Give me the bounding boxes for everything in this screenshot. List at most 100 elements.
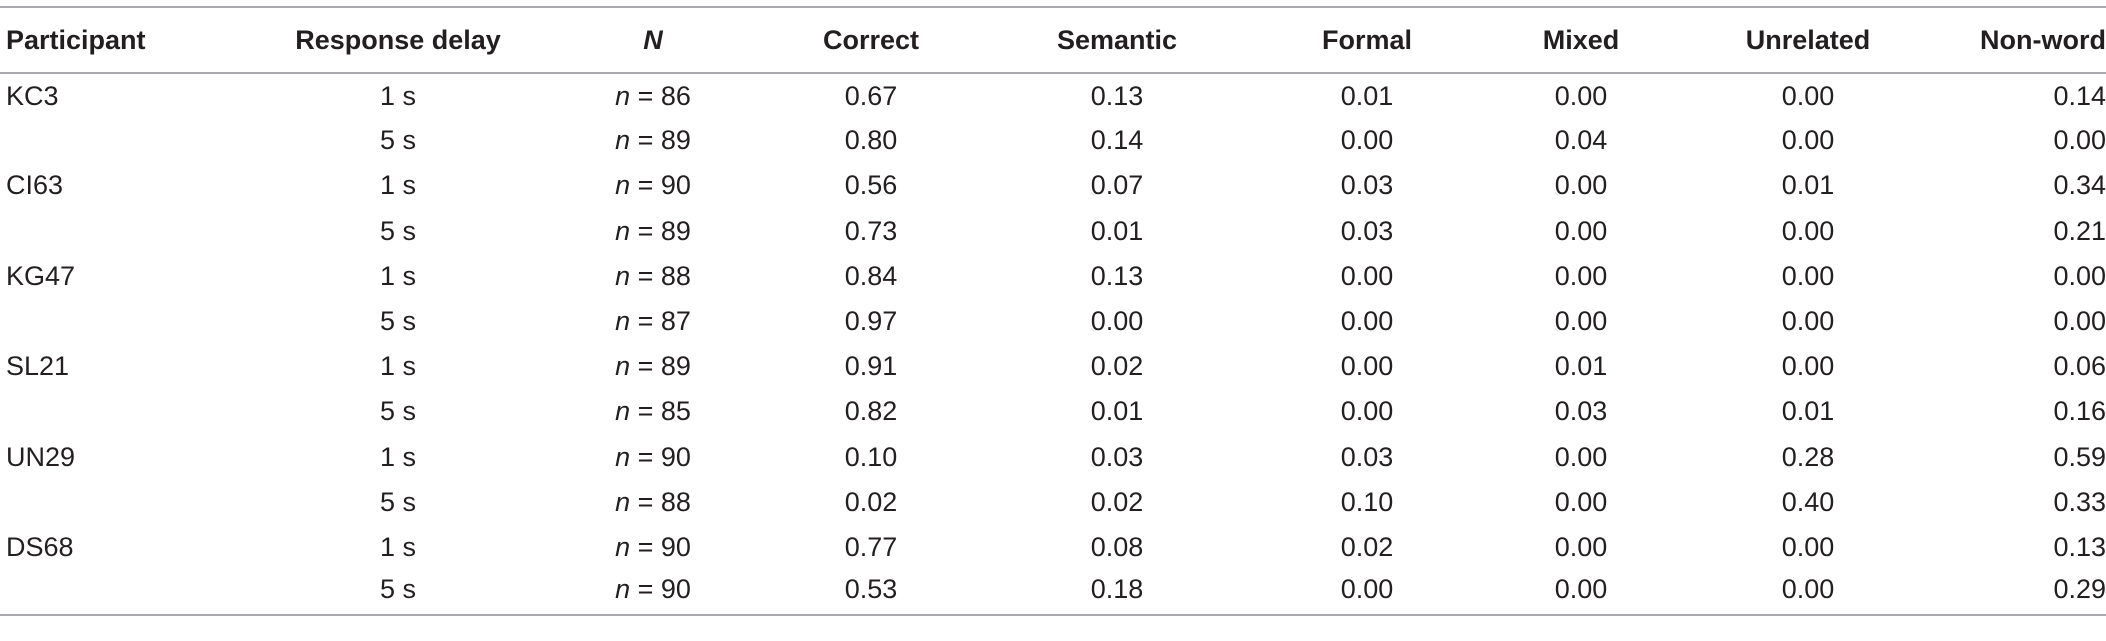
table-row: KC3 1 s n = 86 0.67 0.13 0.01 0.00 0.00 0.14 — [0, 73, 2106, 118]
cell-response-delay: 5 s — [379, 396, 417, 427]
header-response-delay: Response delay — [250, 6, 546, 74]
cell-formal: 0.00 — [1340, 396, 1394, 427]
cell-correct: 0.73 — [844, 215, 898, 246]
header-n: N — [546, 6, 760, 74]
cell-unrelated: 0.00 — [1781, 80, 1835, 111]
cell-semantic: 0.03 — [1090, 441, 1144, 472]
cell-formal: 0.03 — [1340, 170, 1394, 201]
cell-non-word: 0.13 — [2053, 531, 2106, 562]
n-symbol: n — [615, 531, 631, 562]
cell-participant — [0, 299, 250, 344]
cell-participant: CI63 — [6, 170, 64, 201]
header-row: Participant Response delay N Correct Sem… — [0, 6, 2106, 74]
cell-n: n = 88 — [546, 480, 760, 525]
cell-formal: 0.10 — [1340, 486, 1394, 517]
header-unrelated: Unrelated — [1680, 6, 1936, 74]
cell-semantic: 0.01 — [1090, 396, 1144, 427]
cell-unrelated: 0.00 — [1680, 570, 1936, 617]
cell-unrelated: 0.00 — [1781, 531, 1835, 562]
cell-semantic: 0.01 — [1090, 215, 1144, 246]
header-mixed: Mixed — [1482, 6, 1680, 74]
n-equals: = — [630, 80, 661, 111]
cell-correct: 0.82 — [844, 396, 898, 427]
n-equals: = — [630, 396, 661, 427]
results-table: Participant Response delay N Correct Sem… — [0, 6, 2106, 617]
cell-non-word: 0.06 — [2053, 351, 2106, 382]
table-row: 5 s n = 87 0.97 0.00 0.00 0.00 0.00 0.00 — [0, 299, 2106, 344]
header-formal: Formal — [1252, 6, 1482, 74]
cell-mixed: 0.00 — [1482, 570, 1680, 617]
cell-correct: 0.97 — [844, 306, 898, 337]
cell-correct: 0.02 — [844, 486, 898, 517]
cell-n: n = 86 — [546, 73, 760, 118]
n-symbol: n — [615, 441, 631, 472]
cell-semantic: 0.13 — [1090, 260, 1144, 291]
header-semantic: Semantic — [982, 6, 1252, 74]
cell-n: n = 90 — [546, 163, 760, 208]
cell-correct: 0.84 — [844, 260, 898, 291]
header-participant: Participant — [0, 6, 250, 74]
cell-response-delay: 5 s — [379, 306, 417, 337]
cell-non-word: 0.00 — [2053, 306, 2106, 337]
cell-correct: 0.67 — [844, 80, 898, 111]
cell-mixed: 0.03 — [1554, 396, 1608, 427]
cell-semantic: 0.02 — [1090, 486, 1144, 517]
header-non-word: Non-word — [1936, 6, 2106, 74]
cell-mixed: 0.00 — [1554, 215, 1608, 246]
n-value: 85 — [660, 396, 691, 427]
n-value: 89 — [660, 351, 691, 382]
n-value: 89 — [660, 125, 691, 156]
n-equals: = — [630, 306, 661, 337]
cell-participant — [0, 118, 250, 163]
cell-semantic: 0.07 — [1090, 170, 1144, 201]
n-equals: = — [630, 573, 661, 604]
n-equals: = — [630, 170, 661, 201]
n-equals: = — [630, 215, 661, 246]
n-symbol: n — [615, 125, 631, 156]
n-symbol: n — [615, 80, 631, 111]
n-symbol: n — [615, 396, 631, 427]
cell-semantic: 0.00 — [1090, 306, 1144, 337]
cell-formal: 0.00 — [1340, 351, 1394, 382]
cell-correct: 0.10 — [844, 441, 898, 472]
cell-response-delay: 5 s — [379, 215, 417, 246]
cell-n: n = 90 — [546, 525, 760, 570]
cell-participant: SL21 — [6, 351, 70, 382]
cell-participant: UN29 — [6, 441, 76, 472]
cell-non-word: 0.29 — [1936, 570, 2106, 617]
n-equals: = — [630, 260, 661, 291]
table-row: UN29 1 s n = 90 0.10 0.03 0.03 0.00 0.28 0.59 — [0, 435, 2106, 480]
cell-non-word: 0.00 — [2053, 125, 2106, 156]
cell-non-word: 0.16 — [2053, 396, 2106, 427]
cell-mixed: 0.00 — [1554, 260, 1608, 291]
n-symbol: n — [615, 573, 631, 604]
cell-participant: DS68 — [6, 531, 74, 562]
n-symbol: n — [615, 260, 631, 291]
cell-mixed: 0.00 — [1554, 170, 1608, 201]
cell-response-delay: 1 s — [379, 170, 417, 201]
table-row: 5 s n = 89 0.73 0.01 0.03 0.00 0.00 0.21 — [0, 209, 2106, 254]
cell-n: n = 90 — [546, 570, 760, 617]
cell-formal: 0.03 — [1340, 215, 1394, 246]
cell-response-delay: 5 s — [379, 125, 417, 156]
cell-n: n = 90 — [546, 435, 760, 480]
n-value: 90 — [660, 531, 691, 562]
n-symbol: n — [615, 170, 631, 201]
n-value: 90 — [660, 441, 691, 472]
cell-response-delay: 5 s — [379, 486, 417, 517]
cell-semantic: 0.14 — [1090, 125, 1144, 156]
cell-unrelated: 0.01 — [1781, 396, 1835, 427]
cell-non-word: 0.59 — [2053, 441, 2106, 472]
cell-n: n = 87 — [546, 299, 760, 344]
cell-formal: 0.03 — [1340, 441, 1394, 472]
cell-formal: 0.00 — [1252, 570, 1482, 617]
cell-unrelated: 0.00 — [1781, 215, 1835, 246]
cell-non-word: 0.00 — [2053, 260, 2106, 291]
n-symbol: n — [615, 351, 631, 382]
n-value: 90 — [660, 573, 691, 604]
table-row: CI63 1 s n = 90 0.56 0.07 0.03 0.00 0.01 0.34 — [0, 163, 2106, 208]
n-symbol: n — [615, 306, 631, 337]
cell-participant — [0, 480, 250, 525]
cell-correct: 0.53 — [760, 570, 982, 617]
